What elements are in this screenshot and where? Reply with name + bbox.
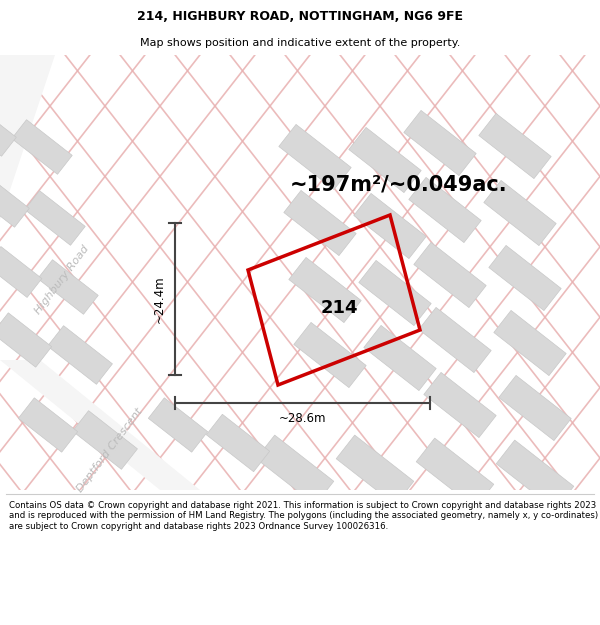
Text: ~197m²/~0.049ac.: ~197m²/~0.049ac. bbox=[290, 175, 508, 195]
Polygon shape bbox=[416, 438, 494, 508]
Polygon shape bbox=[25, 191, 85, 245]
Polygon shape bbox=[496, 440, 574, 510]
Polygon shape bbox=[0, 55, 55, 220]
Polygon shape bbox=[279, 124, 351, 189]
Polygon shape bbox=[414, 242, 486, 308]
Polygon shape bbox=[0, 179, 29, 227]
Text: Highbury Road: Highbury Road bbox=[33, 244, 91, 316]
Polygon shape bbox=[349, 127, 421, 192]
Polygon shape bbox=[0, 107, 16, 156]
Polygon shape bbox=[354, 193, 426, 259]
Polygon shape bbox=[73, 411, 137, 469]
Polygon shape bbox=[148, 398, 208, 452]
Polygon shape bbox=[359, 261, 431, 326]
Polygon shape bbox=[256, 435, 334, 505]
Text: Map shows position and indicative extent of the property.: Map shows position and indicative extent… bbox=[140, 38, 460, 48]
Polygon shape bbox=[12, 120, 72, 174]
Polygon shape bbox=[499, 376, 571, 441]
Polygon shape bbox=[484, 181, 556, 246]
Polygon shape bbox=[284, 191, 356, 256]
Polygon shape bbox=[364, 326, 436, 391]
Polygon shape bbox=[0, 360, 200, 490]
Polygon shape bbox=[294, 322, 366, 388]
Polygon shape bbox=[404, 111, 476, 176]
Polygon shape bbox=[489, 246, 561, 311]
Polygon shape bbox=[19, 398, 77, 452]
Polygon shape bbox=[47, 326, 112, 384]
Text: ~28.6m: ~28.6m bbox=[279, 412, 326, 426]
Text: Contains OS data © Crown copyright and database right 2021. This information is : Contains OS data © Crown copyright and d… bbox=[9, 501, 598, 531]
Polygon shape bbox=[479, 113, 551, 179]
Text: 214: 214 bbox=[320, 299, 358, 317]
Polygon shape bbox=[206, 414, 269, 472]
Text: ~24.4m: ~24.4m bbox=[152, 275, 166, 322]
Polygon shape bbox=[409, 177, 481, 242]
Text: 214, HIGHBURY ROAD, NOTTINGHAM, NG6 9FE: 214, HIGHBURY ROAD, NOTTINGHAM, NG6 9FE bbox=[137, 10, 463, 23]
Polygon shape bbox=[424, 372, 496, 438]
Text: Deptford Crescent: Deptford Crescent bbox=[75, 406, 145, 494]
Polygon shape bbox=[419, 308, 491, 372]
Polygon shape bbox=[494, 311, 566, 376]
Polygon shape bbox=[336, 435, 414, 505]
Polygon shape bbox=[38, 260, 98, 314]
Polygon shape bbox=[289, 258, 361, 322]
Polygon shape bbox=[0, 246, 42, 298]
Polygon shape bbox=[0, 313, 52, 367]
